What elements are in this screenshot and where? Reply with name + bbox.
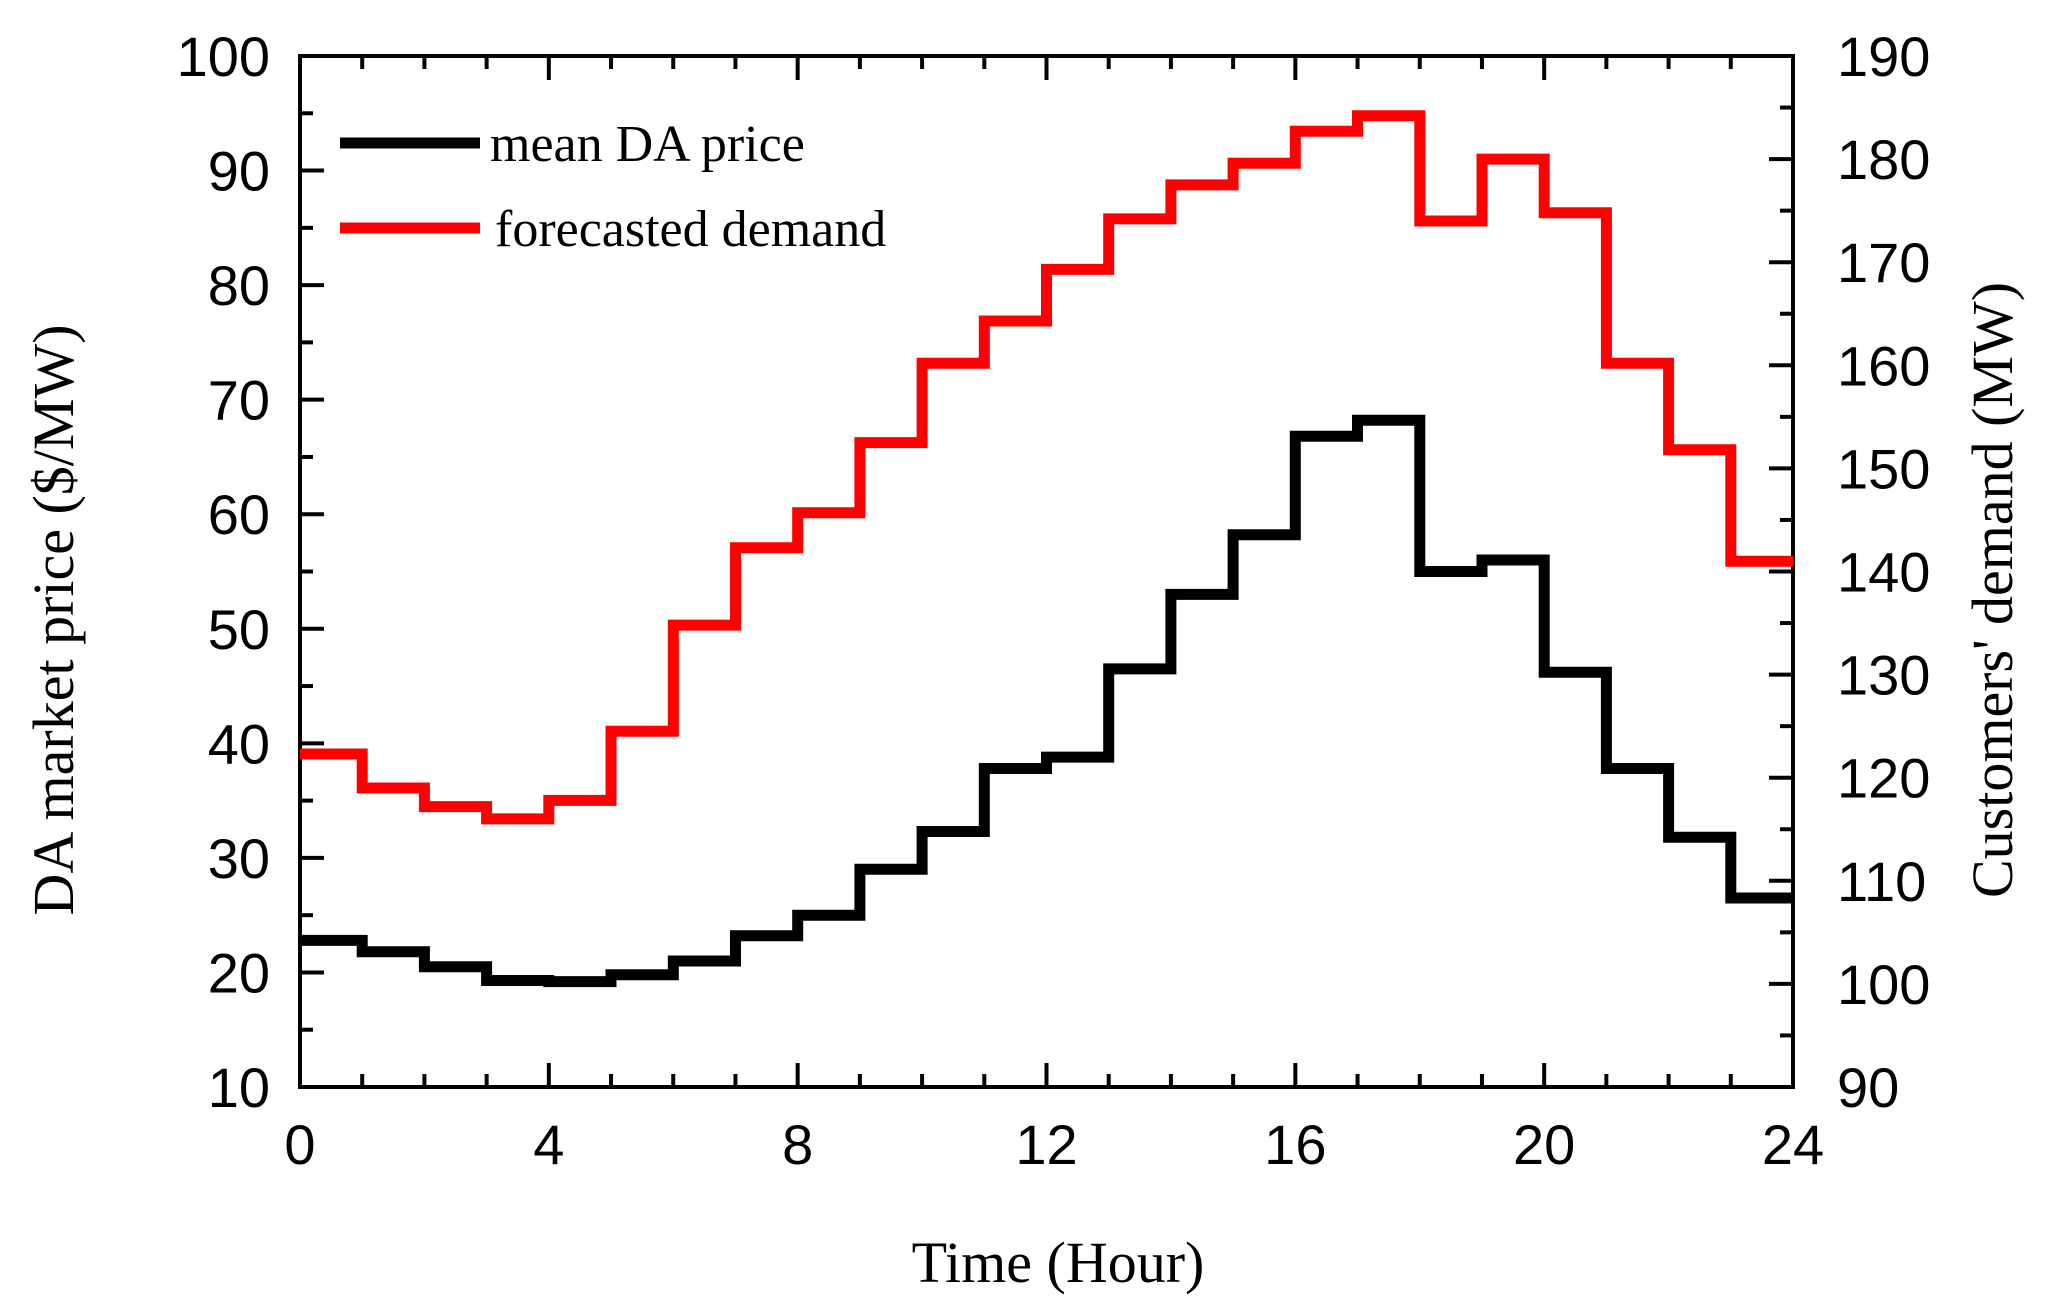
y-right-tick-label: 120 [1837, 747, 1930, 810]
x-tick-label: 16 [1264, 1113, 1326, 1176]
y-right-tick-label: 170 [1837, 231, 1930, 294]
tick-labels: 0 4 8 12 16 20 24 10 20 30 40 50 60 70 80 90 100 90 100 110… [177, 25, 1931, 1176]
x-tick-label: 4 [533, 1113, 564, 1176]
y-left-tick-label: 10 [208, 1056, 270, 1119]
axis-ticks [298, 54, 1795, 1089]
x-tick-label: 12 [1015, 1113, 1077, 1176]
x-axis-title: Time (Hour) [912, 1230, 1205, 1295]
y-right-tick-label: 130 [1837, 644, 1930, 707]
y-right-tick-label: 100 [1837, 953, 1930, 1016]
y-left-tick-label: 70 [208, 369, 270, 432]
legend-label-demand: forecasted demand [495, 201, 886, 258]
series-line-demand [300, 110, 1793, 825]
legend: mean DA price forecasted demand [340, 116, 886, 258]
y-left-tick-label: 60 [208, 483, 270, 546]
x-tick-label: 0 [284, 1113, 315, 1176]
y-right-tick-label: 90 [1837, 1056, 1899, 1119]
y-right-tick-label: 190 [1837, 25, 1930, 88]
y-left-tick-label: 30 [208, 827, 270, 890]
legend-label-price: mean DA price [490, 116, 805, 173]
y-right-tick-label: 160 [1837, 334, 1930, 397]
y-axis-left-title: DA market price ($/MW) [21, 324, 86, 915]
y-right-tick-label: 150 [1837, 437, 1930, 500]
x-tick-label: 24 [1762, 1113, 1824, 1176]
series-line-price [300, 414, 1793, 988]
y-left-tick-label: 80 [208, 254, 270, 317]
y-left-tick-label: 20 [208, 941, 270, 1004]
y-left-tick-label: 100 [177, 25, 270, 88]
y-left-tick-label: 40 [208, 712, 270, 775]
y-axis-right-title: Customers' demand (MW) [1960, 282, 2025, 898]
y-left-tick-label: 90 [208, 140, 270, 203]
y-right-tick-label: 180 [1837, 128, 1930, 191]
y-right-tick-label: 110 [1837, 850, 1926, 913]
y-right-tick-label: 140 [1837, 541, 1930, 604]
x-tick-label: 20 [1513, 1113, 1575, 1176]
series-lines [300, 110, 1793, 988]
y-left-tick-label: 50 [208, 598, 270, 661]
x-tick-label: 8 [782, 1113, 813, 1176]
